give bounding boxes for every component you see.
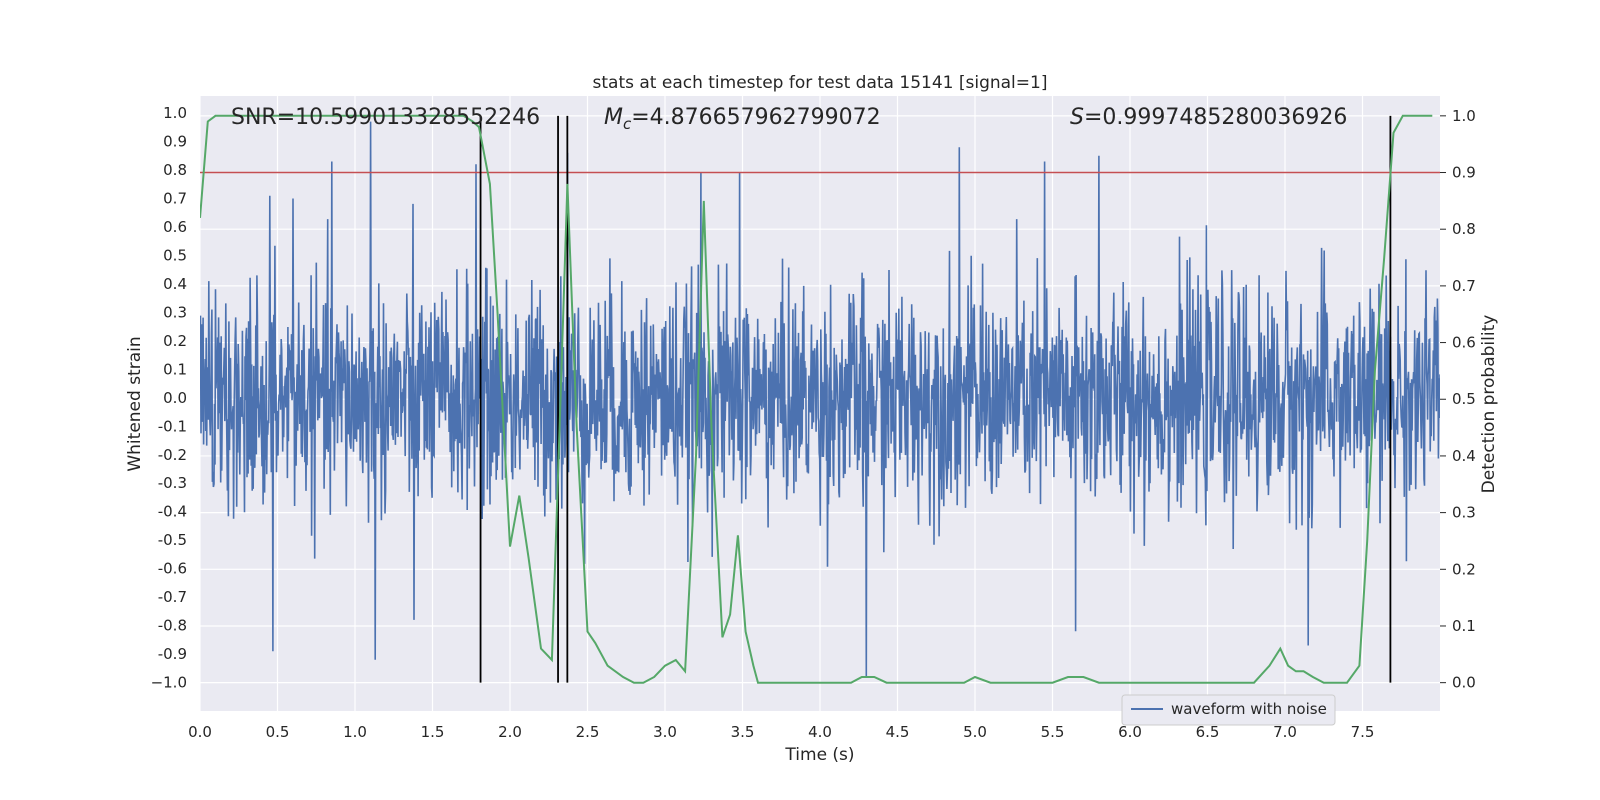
left-tick-label: 0.1	[163, 360, 187, 378]
x-tick-label: 4.0	[808, 723, 832, 741]
left-tick-label: -0.2	[158, 446, 187, 464]
left-tick-label: 0.2	[163, 332, 187, 350]
x-tick-label: 6.0	[1118, 723, 1142, 741]
x-axis-label: Time (s)	[784, 745, 854, 765]
right-tick-label: 0.0	[1452, 674, 1476, 692]
x-tick-label: 2.0	[498, 723, 522, 741]
x-tick-label: 7.0	[1273, 723, 1297, 741]
x-tick-label: 3.0	[653, 723, 677, 741]
right-axis-label: Detection probability	[1479, 315, 1499, 494]
left-tick-label: -0.3	[158, 474, 187, 492]
x-tick-label: 0.0	[188, 723, 212, 741]
right-tick-label: 0.9	[1452, 164, 1476, 182]
right-tick-label: 0.6	[1452, 334, 1476, 352]
left-tick-label: 0.3	[163, 303, 187, 321]
right-tick-label: 1.0	[1452, 107, 1476, 125]
x-tick-label: 4.5	[886, 723, 910, 741]
waveform-path	[200, 121, 1440, 677]
legend: waveform with noise	[1121, 694, 1336, 726]
right-tick-label: 0.4	[1452, 447, 1476, 465]
chirp-mass-subscript: c	[623, 115, 632, 133]
right-axis-ticks: 1.0 0.9 0.8 0.7 0.6 0.5 0.4 0.3 0.2 0.1 0.0	[1440, 107, 1476, 692]
waveform-series	[200, 121, 1440, 677]
x-tick-label: 1.0	[343, 723, 367, 741]
left-tick-label: -0.4	[158, 503, 187, 521]
left-tick-label: 0.0	[163, 389, 187, 407]
left-tick-label: 0.4	[163, 275, 187, 293]
chirp-mass-symbol: M	[604, 105, 623, 130]
left-tick-label: 0.9	[163, 133, 187, 151]
x-tick-label: 5.0	[963, 723, 987, 741]
right-tick-label: 0.1	[1452, 617, 1476, 635]
right-tick-label: 0.5	[1452, 390, 1476, 408]
left-tick-label: -0.6	[158, 560, 187, 578]
left-tick-label: −1.0	[151, 674, 187, 692]
left-tick-label: -0.5	[158, 531, 187, 549]
left-tick-label: 1.0	[163, 104, 187, 122]
probability-series	[200, 114, 1433, 684]
score-value: =0.9997485280036926	[1084, 105, 1347, 130]
score-symbol: S	[1070, 105, 1084, 130]
left-tick-label: -0.9	[158, 645, 187, 663]
left-axis-label: Whitened strain	[125, 336, 145, 471]
left-tick-label: 0.5	[163, 246, 187, 264]
right-tick-label: 0.8	[1452, 220, 1476, 238]
x-tick-label: 0.5	[266, 723, 290, 741]
score-annotation: S=0.9997485280036926	[1070, 105, 1347, 130]
left-tick-label: 0.8	[163, 161, 187, 179]
x-tick-label: 2.5	[576, 723, 600, 741]
right-tick-label: 0.2	[1452, 560, 1476, 578]
left-tick-label: -0.8	[158, 617, 187, 635]
right-tick-label: 0.3	[1452, 504, 1476, 522]
right-tick-label: 0.7	[1452, 277, 1476, 295]
left-tick-label: -0.1	[158, 417, 187, 435]
left-tick-label: -0.7	[158, 588, 187, 606]
chirp-mass-annotation: Mc=4.876657962799072	[604, 105, 881, 133]
x-tick-label: 7.5	[1351, 723, 1375, 741]
x-axis-ticks: 0.0 0.5 1.0 1.5 2.0 2.5 3.0 3.5 4.0 4.5 5.0 5.5 6.0 6…	[188, 723, 1374, 741]
chirp-mass-value: =4.876657962799072	[631, 105, 880, 130]
x-tick-label: 5.5	[1041, 723, 1065, 741]
chart-title: stats at each timestep for test data 151…	[593, 73, 1048, 93]
legend-box	[1121, 694, 1336, 726]
probability-path	[200, 114, 1433, 684]
left-tick-label: 0.7	[163, 190, 187, 208]
event-lines	[479, 115, 1392, 683]
left-tick-label: 0.6	[163, 218, 187, 236]
legend-label-waveform: waveform with noise	[1171, 700, 1327, 718]
x-tick-label: 6.5	[1196, 723, 1220, 741]
x-tick-label: 3.5	[731, 723, 755, 741]
x-tick-label: 1.5	[421, 723, 445, 741]
left-axis-ticks: 1.0 0.9 0.8 0.7 0.6 0.5 0.4 0.3 0.2 0.1 0.0 -0.1 -0.…	[151, 104, 187, 691]
snr-annotation: SNR=10.599013328552246	[231, 105, 540, 130]
